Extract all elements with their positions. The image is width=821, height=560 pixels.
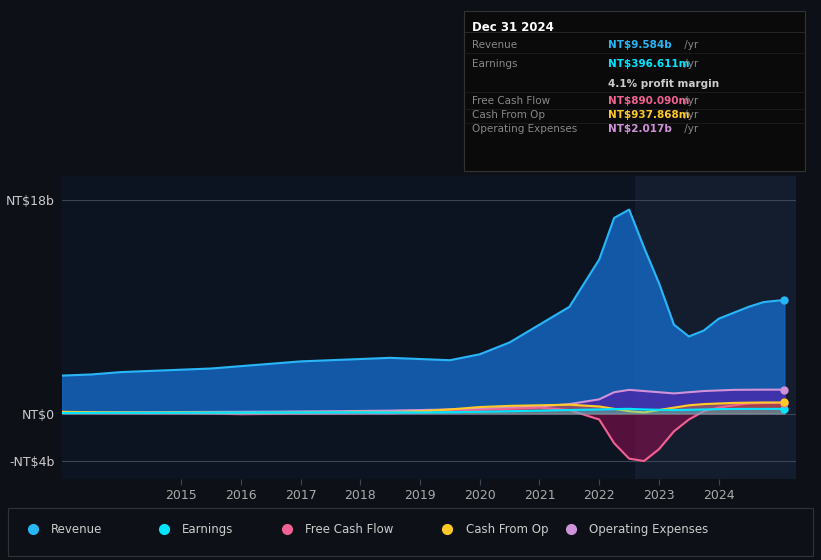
Text: /yr: /yr: [681, 124, 699, 134]
Text: 4.1% profit margin: 4.1% profit margin: [608, 79, 718, 89]
Text: Revenue: Revenue: [472, 40, 517, 50]
Text: NT$396.611m: NT$396.611m: [608, 59, 689, 69]
Text: /yr: /yr: [681, 59, 699, 69]
Bar: [635, 176, 796, 479]
Text: Revenue: Revenue: [51, 522, 103, 536]
Text: Operating Expenses: Operating Expenses: [472, 124, 577, 134]
Text: Earnings: Earnings: [472, 59, 517, 69]
Text: NT$9.584b: NT$9.584b: [608, 40, 672, 50]
Text: Free Cash Flow: Free Cash Flow: [305, 522, 394, 536]
Text: Earnings: Earnings: [182, 522, 234, 536]
Text: NT$890.090m: NT$890.090m: [608, 96, 689, 106]
Text: NT$2.017b: NT$2.017b: [608, 124, 672, 134]
Text: /yr: /yr: [681, 96, 699, 106]
Text: Operating Expenses: Operating Expenses: [589, 522, 708, 536]
Text: Free Cash Flow: Free Cash Flow: [472, 96, 550, 106]
Text: NT$937.868m: NT$937.868m: [608, 110, 689, 120]
Text: Dec 31 2024: Dec 31 2024: [472, 21, 554, 34]
Text: /yr: /yr: [681, 40, 699, 50]
Text: Cash From Op: Cash From Op: [466, 522, 548, 536]
Text: Cash From Op: Cash From Op: [472, 110, 545, 120]
Text: /yr: /yr: [681, 110, 699, 120]
